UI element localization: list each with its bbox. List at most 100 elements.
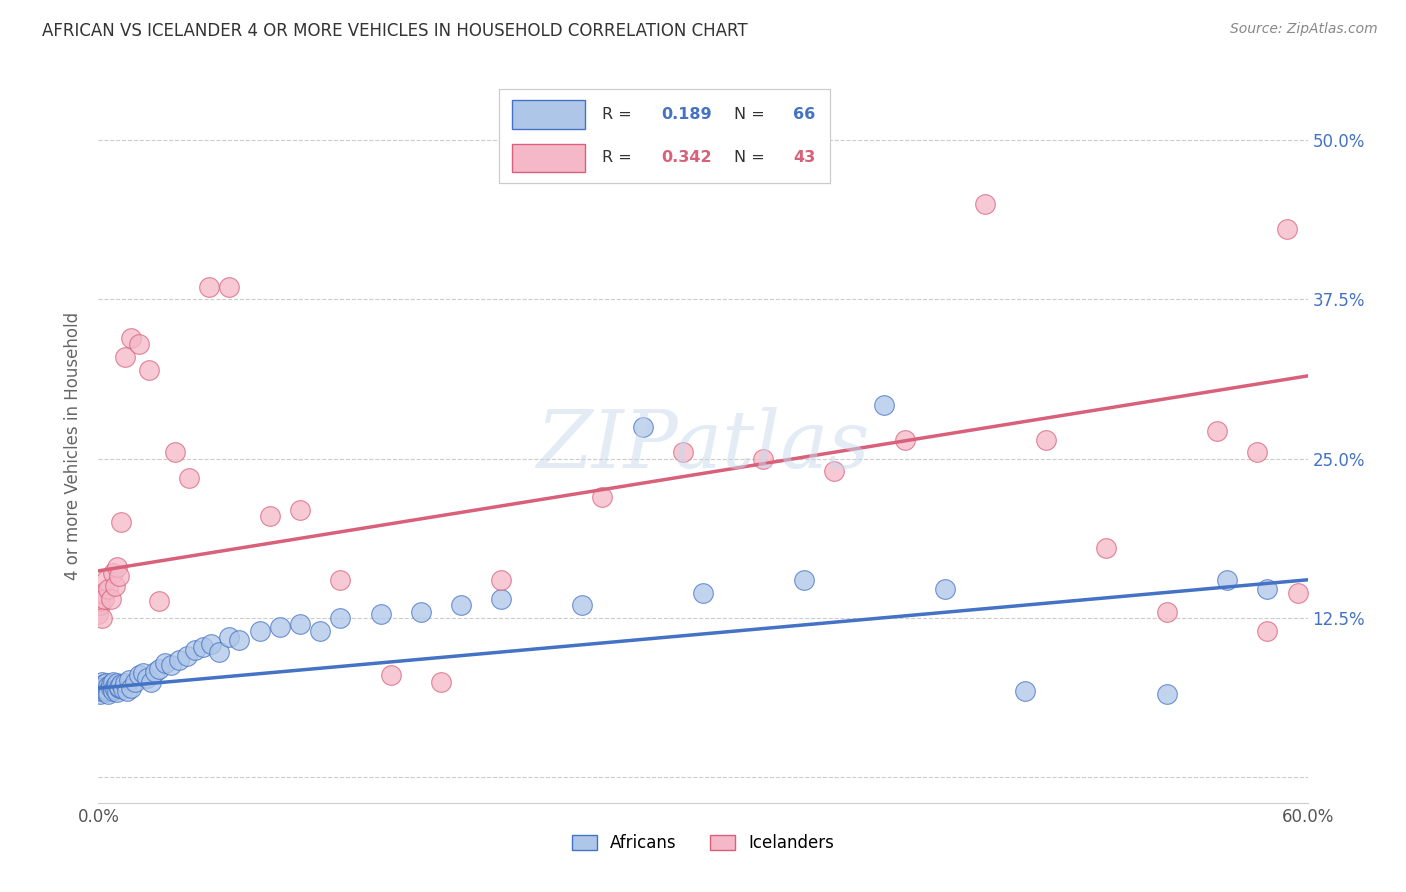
Point (184, 643, 207, 657)
Point (193, 640, 215, 655)
Point (93, 591, 115, 606)
Point (873, 398, 896, 412)
Point (91, 674, 114, 689)
Point (179, 471, 201, 485)
Point (103, 682, 125, 697)
Point (87, 607, 110, 622)
Point (974, 197, 997, 211)
Text: 0.342: 0.342 (661, 150, 711, 165)
Point (249, 624, 271, 638)
Point (87, 683, 110, 698)
Point (93, 677, 115, 691)
Text: 0.189: 0.189 (661, 107, 711, 122)
Text: AFRICAN VS ICELANDER 4 OR MORE VEHICLES IN HOUSEHOLD CORRELATION CHART: AFRICAN VS ICELANDER 4 OR MORE VEHICLES … (42, 22, 748, 40)
Point (1035, 433, 1057, 447)
Legend: Africans, Icelanders: Africans, Icelanders (565, 828, 841, 859)
Point (107, 569, 129, 583)
Point (823, 465, 845, 479)
Text: Source: ZipAtlas.com: Source: ZipAtlas.com (1230, 22, 1378, 37)
Text: N =: N = (734, 107, 769, 122)
Point (91, 585, 114, 599)
Point (96, 573, 118, 587)
Point (91, 611, 114, 625)
Point (114, 350, 136, 364)
Y-axis label: 4 or more Vehicles in Household: 4 or more Vehicles in Household (65, 312, 83, 580)
Point (430, 674, 453, 689)
Point (148, 594, 170, 608)
Point (143, 665, 166, 679)
Point (1256, 582, 1278, 596)
Point (89, 599, 111, 613)
Point (672, 445, 695, 459)
Point (409, 605, 432, 619)
Point (329, 573, 352, 587)
Point (571, 599, 593, 613)
Point (105, 685, 128, 699)
Point (107, 681, 129, 695)
Point (329, 611, 352, 625)
Point (110, 677, 132, 691)
Point (101, 674, 124, 689)
Point (114, 676, 136, 690)
Text: R =: R = (602, 107, 637, 122)
Point (128, 337, 150, 351)
Point (97, 679, 120, 693)
Point (100, 591, 122, 606)
Point (105, 560, 128, 574)
Point (491, 591, 513, 606)
Text: 43: 43 (793, 150, 815, 165)
Point (1014, 683, 1036, 698)
Point (101, 683, 124, 698)
Point (450, 599, 472, 613)
Point (1246, 445, 1268, 459)
Point (105, 676, 128, 690)
Point (198, 279, 221, 293)
Point (118, 673, 141, 688)
Point (269, 620, 291, 634)
Point (288, 617, 311, 632)
Point (139, 674, 162, 689)
Point (91, 683, 114, 698)
Bar (512, 101, 585, 128)
Point (101, 566, 124, 581)
Point (692, 585, 714, 599)
Point (120, 331, 142, 345)
Point (138, 362, 160, 376)
Point (135, 671, 157, 685)
Point (89, 679, 111, 693)
Point (120, 681, 142, 695)
Point (1286, 585, 1309, 599)
Point (97, 582, 120, 596)
Point (208, 645, 231, 659)
Point (1095, 541, 1118, 555)
Point (228, 632, 250, 647)
Point (200, 636, 222, 650)
Point (631, 420, 654, 434)
Point (1256, 624, 1278, 638)
Point (115, 683, 138, 698)
Point (1216, 573, 1239, 587)
Point (91, 681, 114, 695)
Point (218, 630, 240, 644)
Point (893, 433, 915, 447)
Point (97, 688, 120, 702)
Point (1206, 424, 1229, 438)
Point (259, 509, 281, 524)
Point (103, 579, 125, 593)
Point (110, 516, 132, 530)
Point (752, 451, 775, 466)
Point (93, 680, 115, 694)
Point (96, 676, 118, 690)
Point (107, 680, 129, 694)
Text: N =: N = (734, 150, 769, 165)
Point (111, 682, 134, 697)
Text: R =: R = (602, 150, 637, 165)
Point (491, 573, 513, 587)
Point (124, 674, 146, 689)
Point (163, 445, 186, 459)
Point (103, 679, 125, 693)
Point (370, 607, 392, 622)
Point (288, 502, 311, 516)
Point (793, 573, 815, 587)
Point (96, 685, 118, 699)
